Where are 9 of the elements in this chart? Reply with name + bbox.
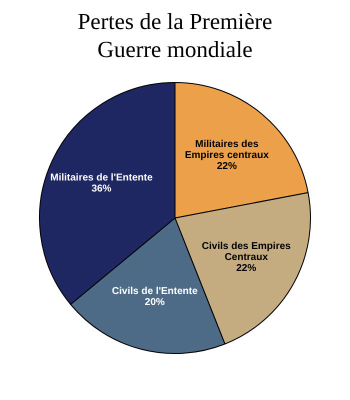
data-label: 36% (91, 184, 112, 195)
data-label: 22% (236, 262, 256, 274)
data-label: 20% (144, 296, 165, 308)
slice-label: Civils de l'Entente (112, 286, 198, 297)
slice-label: Militaires de l'Entente (50, 172, 154, 184)
slice-label: Militaires des Empires centraux (184, 139, 270, 162)
data-label: 22% (216, 161, 237, 172)
chart-title: Pertes de la Première Guerre mondiale (76, 8, 274, 64)
slice-label: Civils des Empires Centraux (202, 240, 292, 263)
